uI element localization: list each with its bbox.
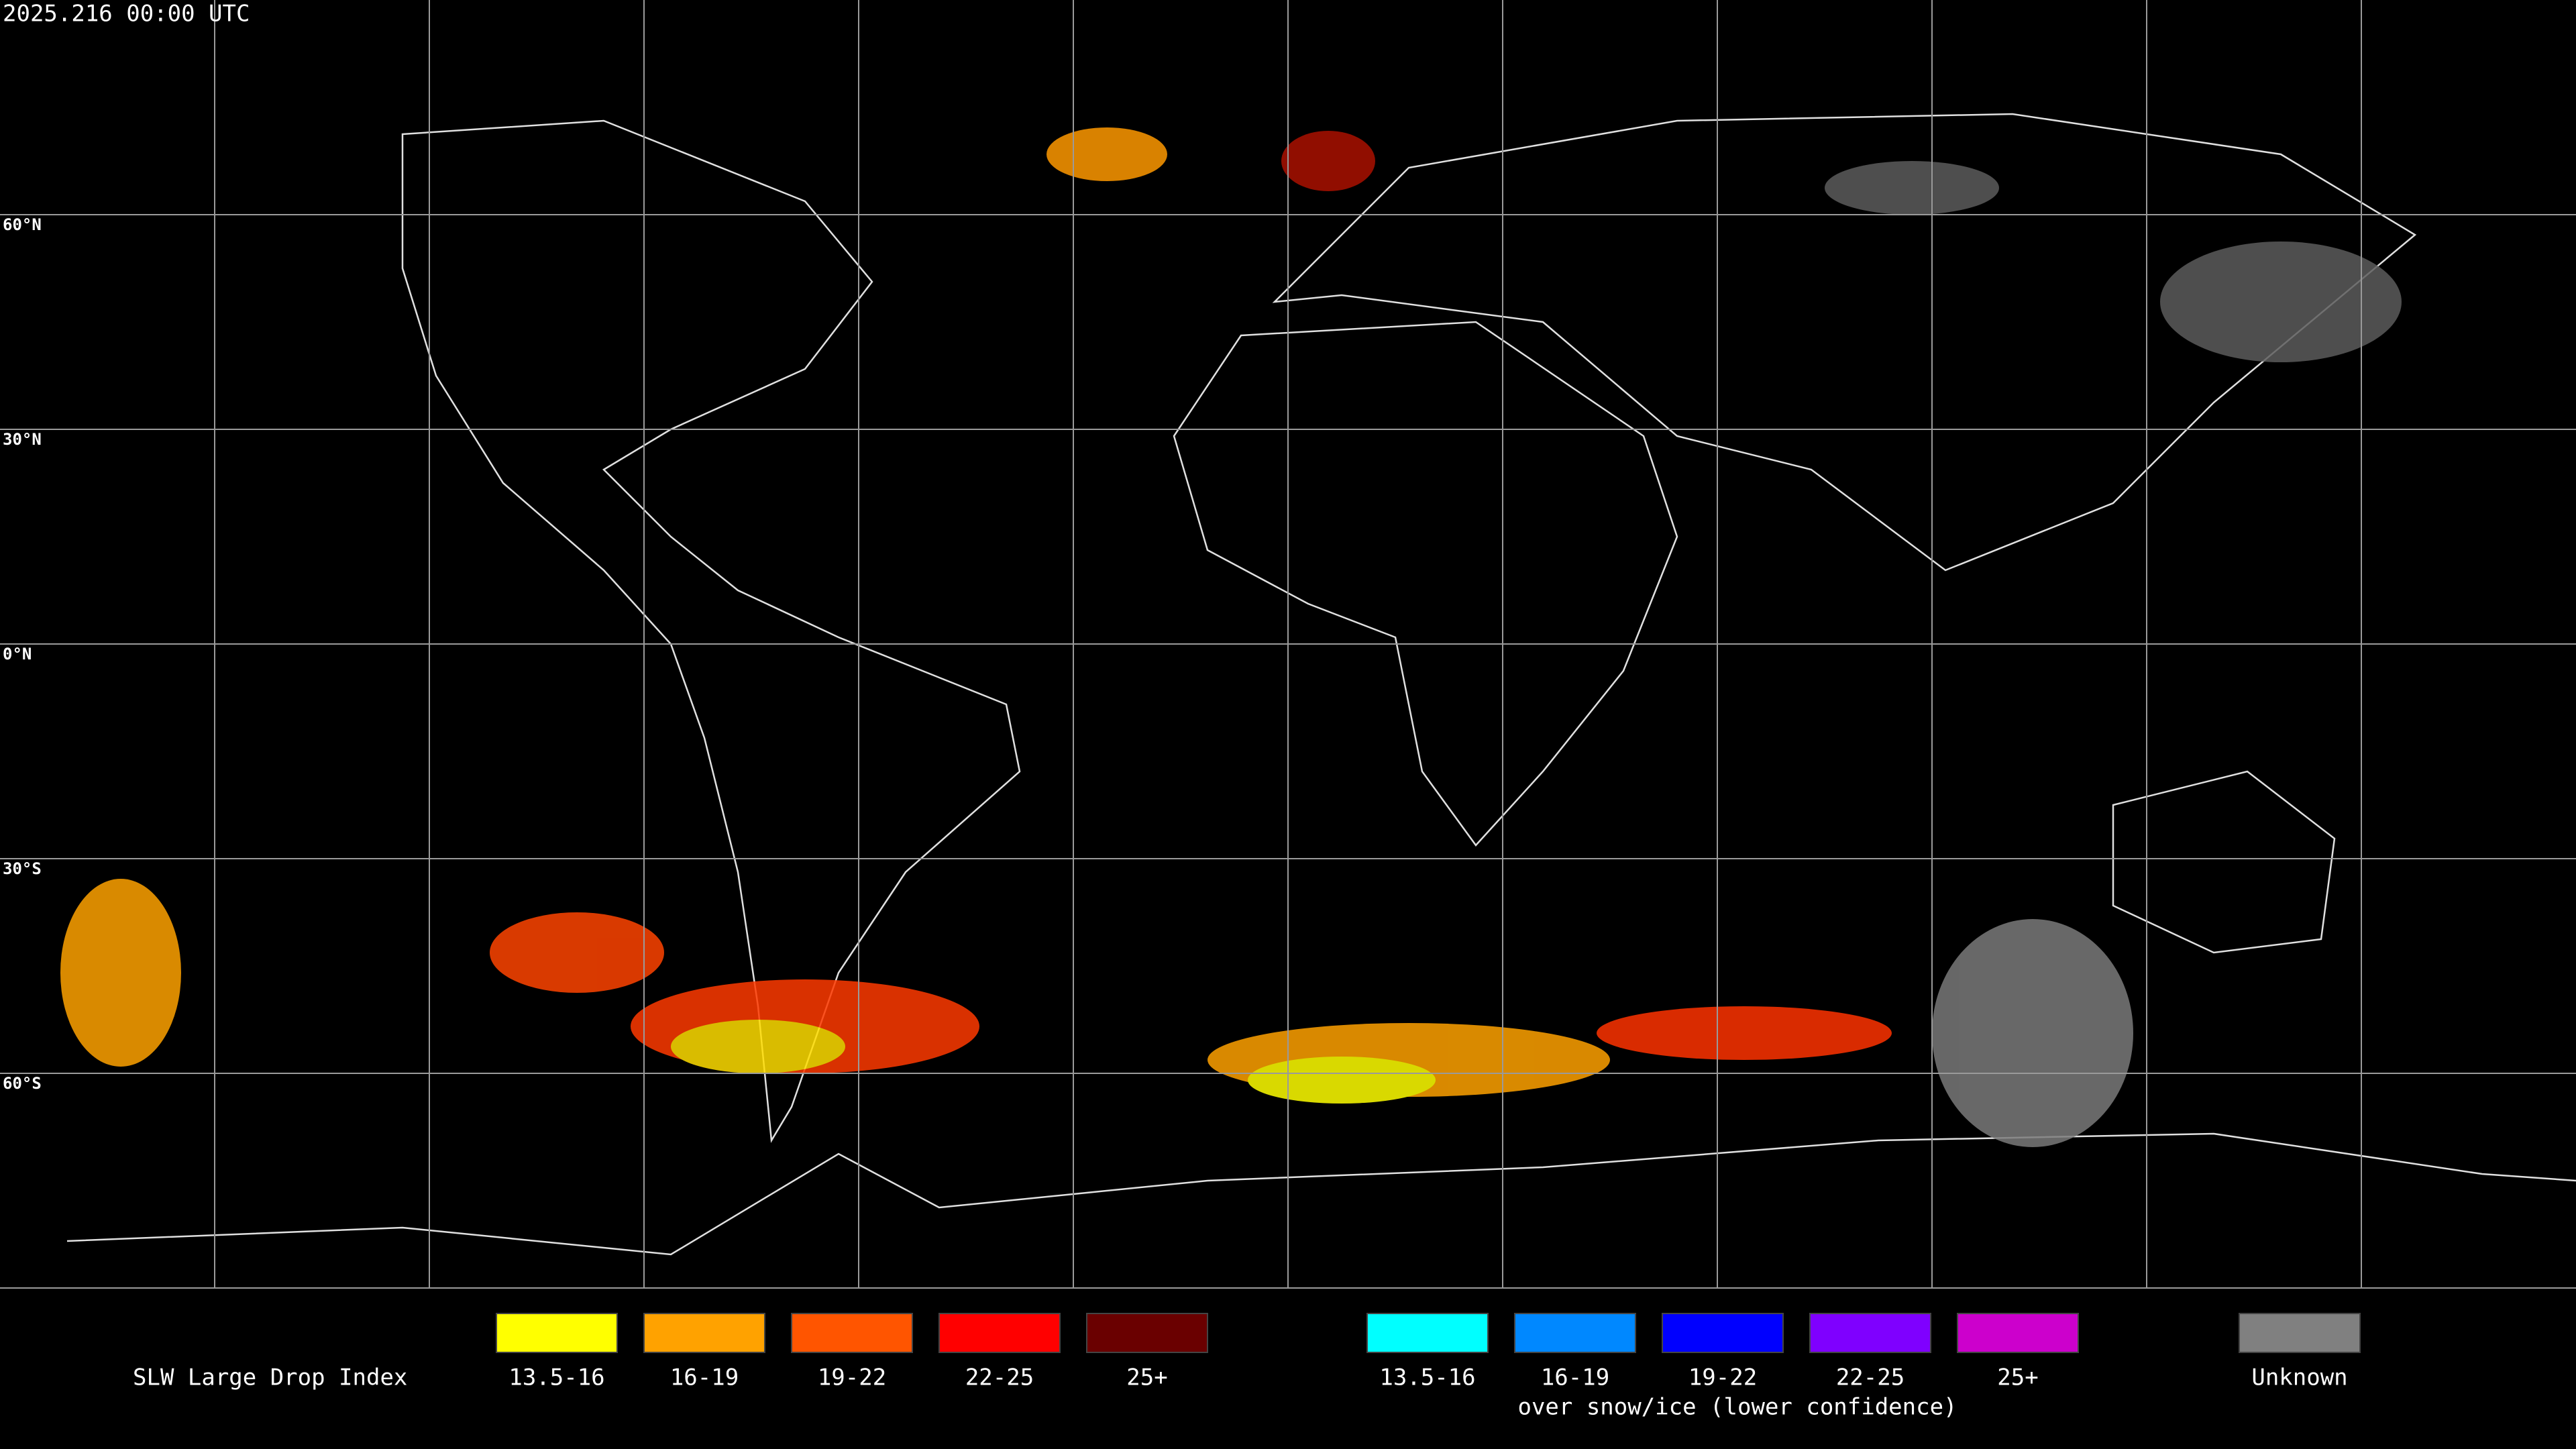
legend-swatch: [791, 1313, 913, 1353]
graticule: [0, 0, 2576, 1289]
legend-swatch: [1957, 1313, 2079, 1353]
cloud-band: [671, 1020, 845, 1073]
legend-label: 25+: [1997, 1364, 2038, 1391]
latitude-label: 60°S: [3, 1074, 42, 1093]
legend-label: 16-19: [670, 1364, 739, 1391]
legend-label: 22-25: [1836, 1364, 1904, 1391]
coastline-australia: [2112, 770, 2336, 954]
legend: SLW Large Drop Index over snow/ice (lowe…: [133, 1313, 2361, 1421]
legend-swatch: [643, 1313, 765, 1353]
latitude-label: 60°N: [3, 215, 42, 234]
legend-label: 13.5-16: [508, 1364, 604, 1391]
cloud-band: [490, 912, 664, 993]
coastline-antarctica: [66, 1132, 2576, 1256]
timestamp: 2025.216 00:00 UTC: [3, 1, 250, 28]
cloud-band: [1046, 127, 1167, 181]
latitude-label: 30°S: [3, 859, 42, 878]
legend-swatch: [938, 1313, 1061, 1353]
legend-swatch: [2239, 1313, 2361, 1353]
legend-swatch: [1086, 1313, 1208, 1353]
latitude-label: 0°N: [3, 645, 32, 663]
legend-swatch: [1366, 1313, 1489, 1353]
map: 60°N 30°N 0°N 30°S 60°S: [0, 0, 2576, 1289]
snow-note: over snow/ice (lower confidence): [1517, 1394, 1957, 1421]
cloud-band: [60, 879, 181, 1067]
legend-title: SLW Large Drop Index: [133, 1364, 407, 1391]
legend-swatch: [1662, 1313, 1784, 1353]
coastline-africa-eurasia: [1173, 113, 2417, 847]
legend-label: 22-25: [965, 1364, 1034, 1391]
cloud-band: [1248, 1057, 1436, 1104]
cloud-fields: [60, 127, 2402, 1147]
legend-label: 25+: [1126, 1364, 1167, 1391]
legend-label: 16-19: [1541, 1364, 1609, 1391]
legend-label: 19-22: [818, 1364, 886, 1391]
latitude-labels: 60°N 30°N 0°N 30°S 60°S: [3, 215, 42, 1093]
legend-label: 13.5-16: [1379, 1364, 1475, 1391]
unknown-area: [2160, 241, 2402, 362]
latitude-label: 30°N: [3, 430, 42, 449]
cloud-band: [1597, 1006, 1892, 1060]
cloud-band: [1281, 131, 1375, 191]
unknown-area: [1932, 919, 2133, 1147]
legend-label: 19-22: [1688, 1364, 1757, 1391]
legend-label: Unknown: [2251, 1364, 2347, 1391]
unknown-area: [1825, 161, 1999, 215]
legend-swatch: [1809, 1313, 1931, 1353]
legend-swatch: [496, 1313, 618, 1353]
legend-swatch: [1514, 1313, 1636, 1353]
coastline-americas: [401, 119, 1021, 1143]
